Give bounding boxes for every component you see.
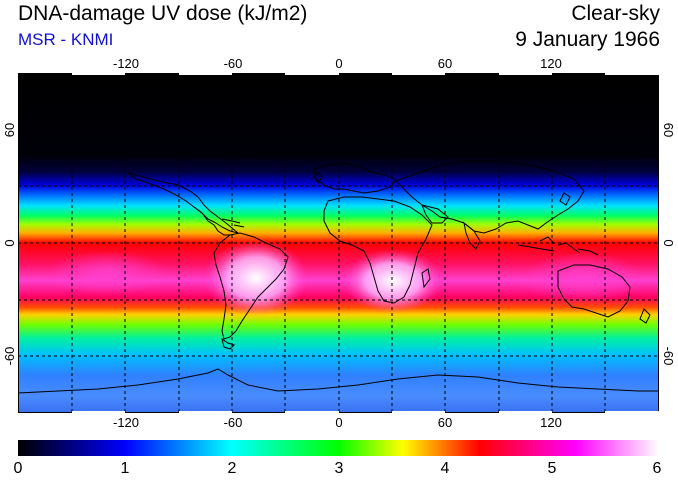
coastline-north-america (127, 172, 239, 234)
lon-label-top: 120 (540, 56, 562, 71)
frame-tick (499, 73, 552, 75)
coastline-tierra-del-fuego (221, 337, 235, 350)
colorbar-gradient (18, 440, 659, 456)
coastline-central-america (193, 206, 230, 236)
frame-tick (179, 73, 232, 75)
coastline-africa (323, 196, 433, 304)
colorbar-tick-label: 5 (547, 460, 557, 477)
coastline-south-america (213, 232, 289, 340)
coastline-antarctica (18, 368, 659, 394)
coastline-australia (557, 264, 631, 318)
frame-tick (72, 73, 125, 75)
colorbar-tick-label: 4 (440, 460, 450, 477)
coastline-indonesia (517, 236, 599, 256)
colorbar-tick-label: 3 (334, 460, 344, 477)
coastline-japan (559, 192, 571, 206)
frame-tick (72, 411, 125, 413)
lat-label-left: -60 (2, 346, 17, 366)
colorbar (18, 440, 659, 456)
coastline-madagascar (421, 268, 431, 289)
frame-tick (392, 73, 445, 75)
coastline-caribbean (221, 218, 245, 228)
coastline-arabia (421, 204, 449, 224)
uv-warm-pacific (48, 251, 168, 295)
map-title: DNA-damage UV dose (kJ/m2) (18, 2, 308, 25)
uv-dose-map (18, 73, 659, 413)
lon-label-top: -60 (223, 56, 243, 71)
lon-label-bottom: -60 (223, 415, 243, 430)
uv-hotspot-africa (343, 249, 443, 313)
coastline-europe (313, 162, 397, 194)
source-label: MSR - KNMI (18, 30, 114, 49)
coastline-new-zealand (639, 308, 651, 324)
lat-label-right: 60 (661, 122, 676, 138)
colorbar-tick-label: 6 (652, 460, 662, 477)
sky-condition-label: Clear-sky (571, 2, 660, 25)
frame-tick (499, 411, 552, 413)
coastline-india (463, 221, 481, 250)
coastline-asia (395, 160, 585, 234)
lat-label-right: 0 (661, 239, 676, 247)
lat-label-right: -60 (661, 346, 676, 366)
uv-warm-australia (523, 252, 643, 304)
lon-label-bottom: 60 (437, 415, 453, 430)
lon-label-bottom: -120 (112, 415, 140, 430)
lat-label-left: 0 (2, 239, 17, 247)
frame-tick (285, 73, 339, 75)
colorbar-tick-label: 0 (13, 460, 23, 477)
lat-label-left: 60 (2, 122, 17, 138)
uv-hotspot-south-america (204, 240, 308, 316)
colorbar-tick-label: 1 (120, 460, 130, 477)
date-label: 9 January 1966 (515, 28, 660, 51)
lon-label-bottom: 0 (335, 415, 343, 430)
lon-label-top: 0 (335, 56, 343, 71)
frame-tick (285, 411, 339, 413)
coastline-british-isles (313, 172, 323, 184)
lon-label-bottom: 120 (540, 415, 562, 430)
frame-tick (605, 73, 659, 75)
colorbar-tick-label: 2 (227, 460, 237, 477)
lon-label-top: 60 (437, 56, 453, 71)
frame-tick (605, 411, 659, 413)
frame-tick (179, 411, 232, 413)
frame-tick (392, 411, 445, 413)
lon-label-top: -120 (112, 56, 140, 71)
